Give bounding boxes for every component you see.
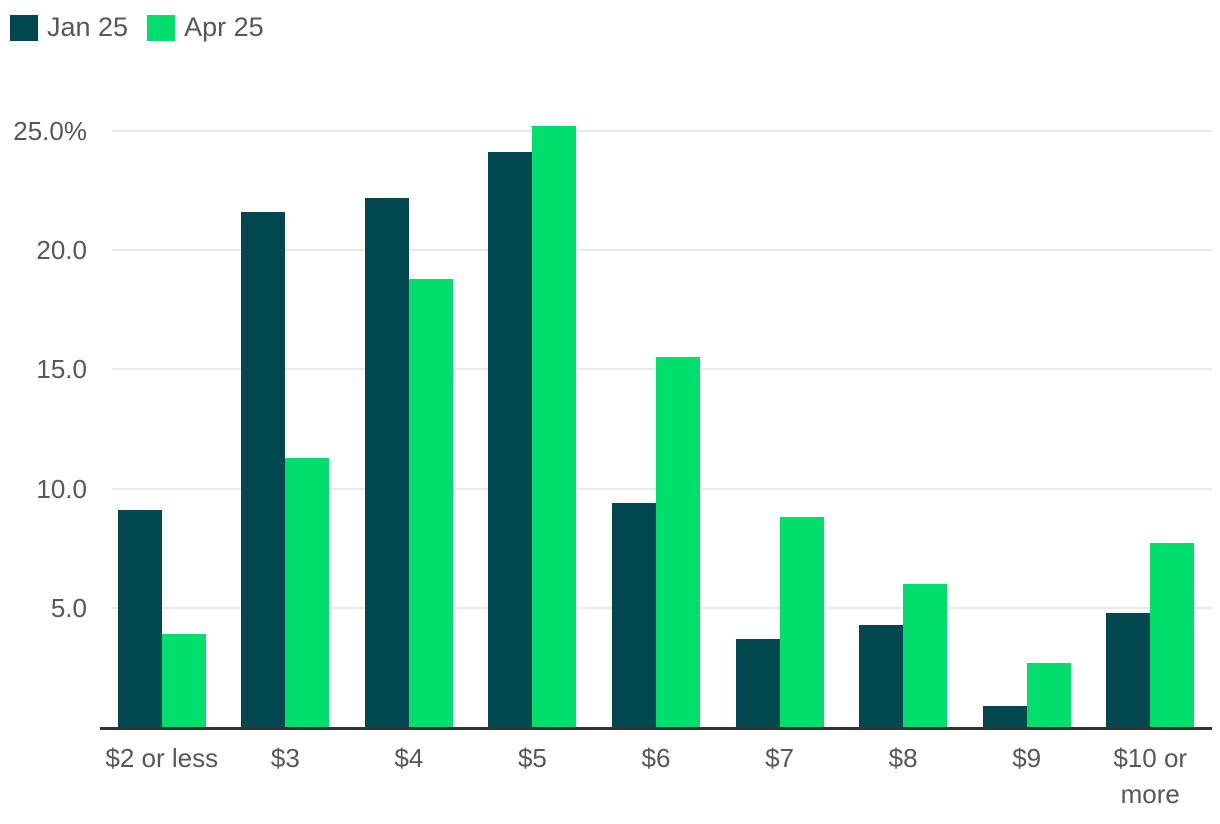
x-axis-tick-label-8: $8 <box>888 743 918 773</box>
legend-item-jan-25[interactable]: Jan 25 <box>10 12 128 43</box>
bar-jan-25-3[interactable] <box>241 212 286 727</box>
legend-label-jan-25: Jan 25 <box>47 12 129 42</box>
bar-jan-25-8[interactable] <box>859 624 904 727</box>
legend-label-apr-25: Apr 25 <box>184 12 264 42</box>
x-axis-tick-label-3: $3 <box>270 743 300 773</box>
legend-item-apr-25[interactable]: Apr 25 <box>147 12 264 43</box>
gridline-25 <box>112 130 1212 132</box>
y-axis-tick-label-15: 15.0 <box>36 354 87 385</box>
bar-apr-25-3[interactable] <box>285 457 330 727</box>
bar-jan-25-7[interactable] <box>735 638 780 727</box>
legend-swatch-jan-25 <box>10 14 38 41</box>
bar-jan-25-2-or-less[interactable] <box>117 510 162 727</box>
bar-apr-25-6[interactable] <box>656 357 700 727</box>
x-axis-tick-label-5: $5 <box>517 743 547 773</box>
bar-apr-25-8[interactable] <box>903 583 948 727</box>
legend-swatch-apr-25 <box>147 14 176 41</box>
y-axis-tick-label-5: 5.0 <box>50 592 87 623</box>
x-axis-tick-label-10-or-more: $10 or more <box>1113 743 1188 809</box>
bar-apr-25-7[interactable] <box>779 517 824 727</box>
y-axis-tick-label-10: 10.0 <box>36 473 87 504</box>
legend: Jan 25 Apr 25 <box>10 12 264 43</box>
bar-apr-25-10-or-more[interactable] <box>1150 543 1195 727</box>
bar-jan-25-9[interactable] <box>982 705 1027 727</box>
x-axis-tick-label-9: $9 <box>1012 743 1042 773</box>
x-axis-tick-label-7: $7 <box>765 743 794 773</box>
x-axis-tick-label-6: $6 <box>641 743 671 773</box>
bar-apr-25-4[interactable] <box>408 278 453 727</box>
bar-jan-25-4[interactable] <box>364 197 409 727</box>
bar-apr-25-2-or-less[interactable] <box>161 634 206 727</box>
bar-apr-25-5[interactable] <box>532 126 577 727</box>
y-axis-tick-label-20: 20.0 <box>36 235 87 266</box>
x-axis-tick-label-4: $4 <box>394 743 424 773</box>
y-axis-tick-label-25: 25.0% <box>13 116 87 146</box>
gridline-20 <box>112 249 1212 252</box>
plot-area: 5.0 10.0 15.0 20.0 25.0% $2 or less $3 $4 $5 $6 $7… <box>13 103 1212 809</box>
bar-jan-25-5[interactable] <box>488 152 533 727</box>
bar-jan-25-6[interactable] <box>612 502 656 727</box>
x-axis-tick-label-2-or-less: $2 or less <box>105 743 219 773</box>
bar-jan-25-10-or-more[interactable] <box>1106 612 1151 727</box>
bar-apr-25-9[interactable] <box>1026 662 1071 727</box>
